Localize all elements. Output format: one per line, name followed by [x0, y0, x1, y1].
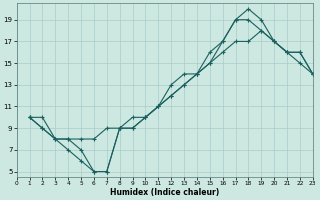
X-axis label: Humidex (Indice chaleur): Humidex (Indice chaleur)	[110, 188, 219, 197]
